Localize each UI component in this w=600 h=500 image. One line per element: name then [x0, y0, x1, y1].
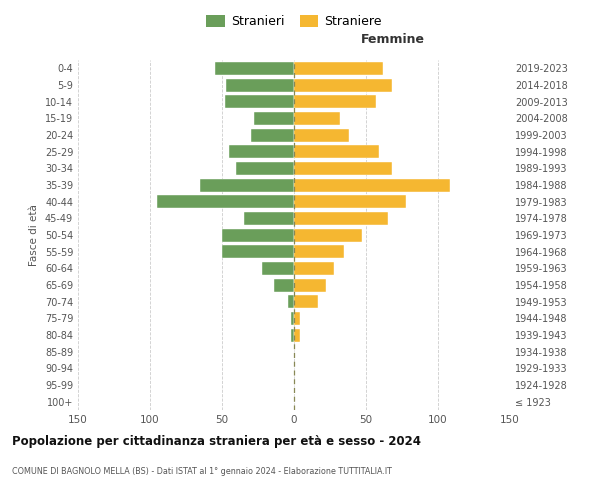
Bar — [294, 212, 388, 225]
Bar — [236, 162, 294, 175]
Bar — [294, 145, 379, 158]
Bar — [294, 295, 319, 308]
Bar — [222, 245, 294, 258]
Bar — [294, 62, 383, 75]
Bar — [226, 78, 294, 92]
Bar — [294, 112, 340, 125]
Bar — [222, 228, 294, 241]
Bar — [294, 328, 300, 342]
Bar — [244, 212, 294, 225]
Bar — [291, 312, 294, 325]
Bar — [294, 195, 406, 208]
Bar — [294, 278, 326, 291]
Bar — [294, 78, 392, 92]
Bar — [274, 278, 294, 291]
Bar — [225, 95, 294, 108]
Bar — [200, 178, 294, 192]
Text: Femmine: Femmine — [361, 33, 425, 46]
Text: COMUNE DI BAGNOLO MELLA (BS) - Dati ISTAT al 1° gennaio 2024 - Elaborazione TUTT: COMUNE DI BAGNOLO MELLA (BS) - Dati ISTA… — [12, 468, 392, 476]
Bar — [294, 178, 449, 192]
Bar — [291, 328, 294, 342]
Bar — [294, 95, 376, 108]
Bar — [294, 262, 334, 275]
Bar — [294, 228, 362, 241]
Legend: Stranieri, Straniere: Stranieri, Straniere — [201, 10, 387, 34]
Bar — [157, 195, 294, 208]
Y-axis label: Fasce di età: Fasce di età — [29, 204, 39, 266]
Bar — [251, 128, 294, 141]
Bar — [254, 112, 294, 125]
Bar — [215, 62, 294, 75]
Bar — [294, 312, 300, 325]
Bar — [294, 128, 349, 141]
Bar — [229, 145, 294, 158]
Bar — [294, 245, 344, 258]
Bar — [262, 262, 294, 275]
Text: Popolazione per cittadinanza straniera per età e sesso - 2024: Popolazione per cittadinanza straniera p… — [12, 435, 421, 448]
Bar — [294, 162, 392, 175]
Bar — [288, 295, 294, 308]
